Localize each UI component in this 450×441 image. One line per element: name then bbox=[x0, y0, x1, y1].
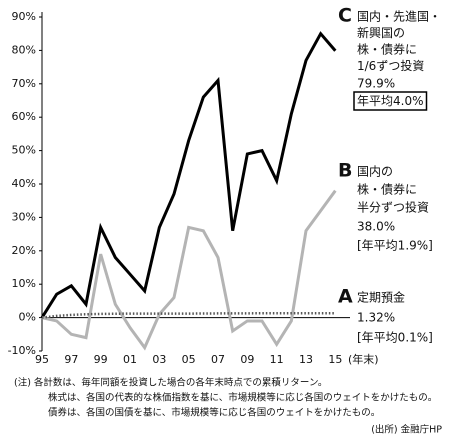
note: 株式は、各国の代表的な株価指数を基に、市場規模等に応じ各国のウェイトをかけたもの… bbox=[48, 392, 437, 404]
y-tick-label: 30% bbox=[12, 210, 36, 223]
x-tick-label: 97 bbox=[64, 353, 78, 366]
x-tick-label: 07 bbox=[211, 353, 225, 366]
series-name: 国内の bbox=[357, 165, 393, 179]
y-tick-label: 60% bbox=[12, 110, 36, 123]
x-axis-label: (年末) bbox=[348, 352, 379, 366]
y-tick-label: 40% bbox=[12, 177, 36, 190]
series-letter: C bbox=[338, 5, 352, 27]
end-value-label: 79.9% bbox=[357, 77, 395, 91]
x-tick-label: 11 bbox=[270, 353, 284, 366]
note: 債券は、各国の国債を基に、市場規模等に応じ各国のウェイトをかけたもの。 bbox=[48, 407, 380, 419]
series-line bbox=[40, 31, 337, 319]
x-tick-label: 95 bbox=[35, 353, 49, 366]
series-line bbox=[41, 189, 337, 351]
x-tick-label: 13 bbox=[299, 353, 313, 366]
x-tick-label: 15 bbox=[328, 353, 342, 366]
series-name: 国内・先進国・ bbox=[357, 10, 441, 24]
y-tick-label: -10% bbox=[8, 344, 36, 357]
series-name: 半分ずつ投資 bbox=[357, 200, 429, 215]
x-tick-label: 99 bbox=[94, 353, 108, 366]
end-value-label: 1.32% bbox=[357, 311, 395, 325]
annual-label: 年平均4.0% bbox=[357, 94, 424, 108]
series-name: 定期預金 bbox=[357, 290, 405, 305]
y-tick-label: 80% bbox=[12, 43, 36, 56]
x-tick-label: 03 bbox=[152, 353, 166, 366]
series-name: 株・債券に bbox=[357, 182, 417, 197]
series-letter: B bbox=[338, 160, 352, 182]
series-line bbox=[41, 311, 336, 319]
series-letter: A bbox=[338, 286, 353, 308]
series-name: 1/6ずつ投資 bbox=[357, 58, 424, 73]
x-tick-label: 09 bbox=[240, 353, 254, 366]
end-value-label: 38.0% bbox=[357, 220, 395, 234]
x-tick-label: 05 bbox=[182, 353, 196, 366]
series-name: 新興国の bbox=[357, 25, 405, 40]
y-tick-label: 50% bbox=[12, 144, 36, 157]
source: (出所) 金融庁HP bbox=[371, 424, 442, 436]
series-name: 株・債券に bbox=[357, 42, 417, 57]
annual-label: [年平均0.1%] bbox=[357, 331, 433, 345]
y-tick-label: 20% bbox=[12, 244, 36, 257]
x-tick-label: 01 bbox=[123, 353, 137, 366]
note: (注) 各計数は、毎年同額を投資した場合の各年末時点での累積リターン。 bbox=[14, 377, 327, 389]
y-tick-label: 10% bbox=[12, 277, 36, 290]
y-tick-label: 70% bbox=[12, 77, 36, 90]
annual-label: [年平均1.9%] bbox=[357, 239, 433, 253]
y-tick-label: 0% bbox=[19, 311, 36, 324]
y-tick-label: 90% bbox=[12, 10, 36, 23]
annual-box bbox=[353, 91, 428, 111]
